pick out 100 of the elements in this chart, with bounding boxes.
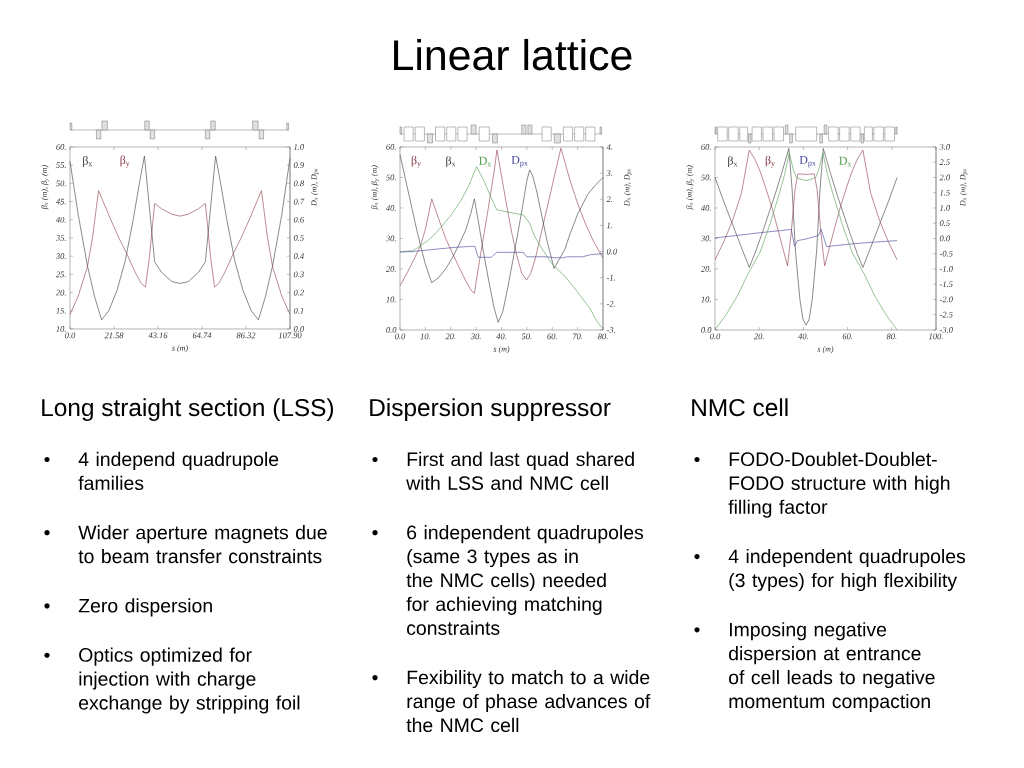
y2-tick-label: -2.5 (939, 311, 953, 318)
line-series (714, 229, 898, 248)
y2-tick-label: 2.0 (939, 174, 951, 181)
x-tick-label: 80. (886, 333, 897, 340)
y2-tick-label: 0.0 (939, 235, 951, 242)
y2-tick-label: 0.9 (293, 162, 304, 169)
text: Fexibility to match to a wide range of phase advances of the NMC cell (406, 670, 651, 733)
text: Optics optimized for injection with charge exchange by stripping foil (79, 647, 300, 714)
y2-tick-label: 1.0 (939, 205, 951, 211)
y2-tick-label: -1.5 (939, 281, 953, 288)
y-tick-label: 30. (385, 235, 396, 242)
y-tick-label: 40. (55, 216, 66, 223)
text: 6 independent quadrupoles (same 3 types as in the NMC cells) needed for achieving matching constraints (406, 525, 644, 635)
y-tick-label: 60. (56, 144, 66, 150)
text: FODO-Doublet-Doublet-FODO structure with high filling factor (728, 451, 950, 518)
y2-tick-label: -3.0 (939, 327, 953, 333)
y-tick-label: 50. (56, 180, 66, 187)
series-label: β$_{x}$ (83, 156, 93, 168)
x-tick-label: 0.0 (65, 332, 76, 339)
text: Dispersion suppressor (370, 398, 611, 422)
y2-tick-label: 3.0 (939, 144, 951, 150)
y2-tick-label: 2. (606, 196, 613, 203)
y-tick-label: 55. (56, 162, 66, 169)
y2-tick-label: 3. (606, 170, 613, 176)
y2-tick-label: 2.5 (939, 159, 950, 166)
y-tick-label: 40. (385, 205, 396, 211)
x-tick-label: 60. (547, 333, 557, 340)
y-tick-label: 20. (55, 289, 66, 296)
y-tick-label: 40. (700, 205, 711, 211)
x-tick-label: 30. (470, 333, 481, 340)
text: Imposing negative dispersion at entrance of cell leads to negative momentum compaction (729, 622, 935, 713)
y-tick-label: 60. (701, 144, 711, 150)
x-tick-label: 86.32 (236, 332, 256, 339)
x-tick-label: 60. (842, 333, 853, 340)
y2-tick-label: 0.5 (939, 220, 950, 227)
text: Linear lattice (394, 38, 632, 71)
y2-tick-label: 0.8 (293, 180, 305, 187)
series-label: D$_{x}$ (479, 156, 492, 167)
y2-tick-label: 0.6 (293, 216, 305, 223)
x-tick-label: 43.16 (148, 332, 168, 339)
y-tick-label: 20. (385, 266, 396, 272)
y-tick-label: 30. (55, 253, 66, 260)
y2-tick-label: 0.7 (293, 198, 305, 205)
y2-tick-label: -1. (606, 274, 615, 281)
text: D$_{px}$ (799, 155, 816, 168)
y2-tick-label: 0.2 (293, 289, 304, 296)
y-tick-label: 0.0 (386, 327, 397, 333)
series-label: β$_{x}$ (728, 156, 738, 168)
x-tick-label: 21.58 (104, 332, 124, 339)
x-tick-label: 10. (420, 333, 430, 340)
x-tick-label: 107.90 (278, 332, 302, 339)
x-tick-label: 50. (521, 333, 532, 340)
y-tick-label: 35. (55, 235, 66, 241)
line-series (714, 149, 898, 267)
y2-tick-label: 1. (606, 222, 613, 229)
y2-tick-label: -2. (606, 300, 615, 307)
y2-tick-label: 0.3 (293, 271, 304, 278)
y-tick-label: 60. (386, 144, 396, 150)
y2-tick-label: -3. (606, 327, 615, 333)
x-tick-label: 40. (798, 333, 808, 340)
y-tick-label: 45. (55, 198, 66, 205)
y2-tick-label: -0.5 (939, 250, 953, 257)
x-tick-label: 0.0 (710, 333, 721, 340)
y2-tick-label: 1.5 (939, 189, 950, 196)
text: Long straight section (LSS) (42, 398, 334, 422)
series-label: β$_{y}$ (765, 155, 776, 168)
text: 4 independ quadrupole families (78, 451, 279, 491)
y-tick-label: 50. (701, 174, 711, 181)
y2-tick-label: 1.0 (293, 144, 305, 150)
y2-tick-label: 0.5 (293, 235, 304, 241)
x-tick-label: 20. (753, 333, 764, 340)
x-tick-label: 70. (572, 333, 583, 340)
x-tick-label: 100. (928, 333, 943, 340)
y2-tick-label: -1.0 (939, 266, 953, 272)
text: NMC cell (692, 398, 788, 417)
text: β$_{y}$ (411, 155, 421, 168)
y-tick-label: 20. (700, 266, 711, 272)
line-series (69, 155, 291, 321)
y-tick-label: 25. (55, 271, 66, 278)
x-tick-label: 40. (496, 333, 507, 340)
y-tick-label: 30. (700, 235, 711, 242)
y2-tick-label: 4. (606, 144, 613, 150)
x-tick-label: 64.74 (192, 332, 212, 339)
series-label: D$_{x}$ (839, 156, 852, 167)
text: Zero dispersion (78, 598, 212, 617)
line-series (399, 246, 604, 259)
text: β$_{x}$ (446, 156, 456, 168)
y2-tick-label: 0.0 (606, 248, 618, 255)
text: 4 independent quadrupoles (3 types) for high flexibility (728, 548, 966, 591)
y2-tick-label: 0.0 (293, 326, 305, 332)
y2-tick-label: 0.1 (293, 307, 304, 314)
y-tick-label: 0.0 (701, 327, 712, 333)
y2-tick-label: 0.4 (293, 253, 304, 260)
y-tick-label: 15. (56, 307, 66, 314)
y-tick-label: 10. (701, 296, 711, 303)
text: β$_{y}$ (120, 155, 130, 168)
text: First and last quad shared with LSS and NMC cell (406, 451, 634, 491)
text: Wider aperture magnets due to beam transfer constraints (78, 525, 327, 564)
y-tick-label: 10. (386, 296, 396, 303)
y-tick-label: 10. (56, 326, 66, 332)
